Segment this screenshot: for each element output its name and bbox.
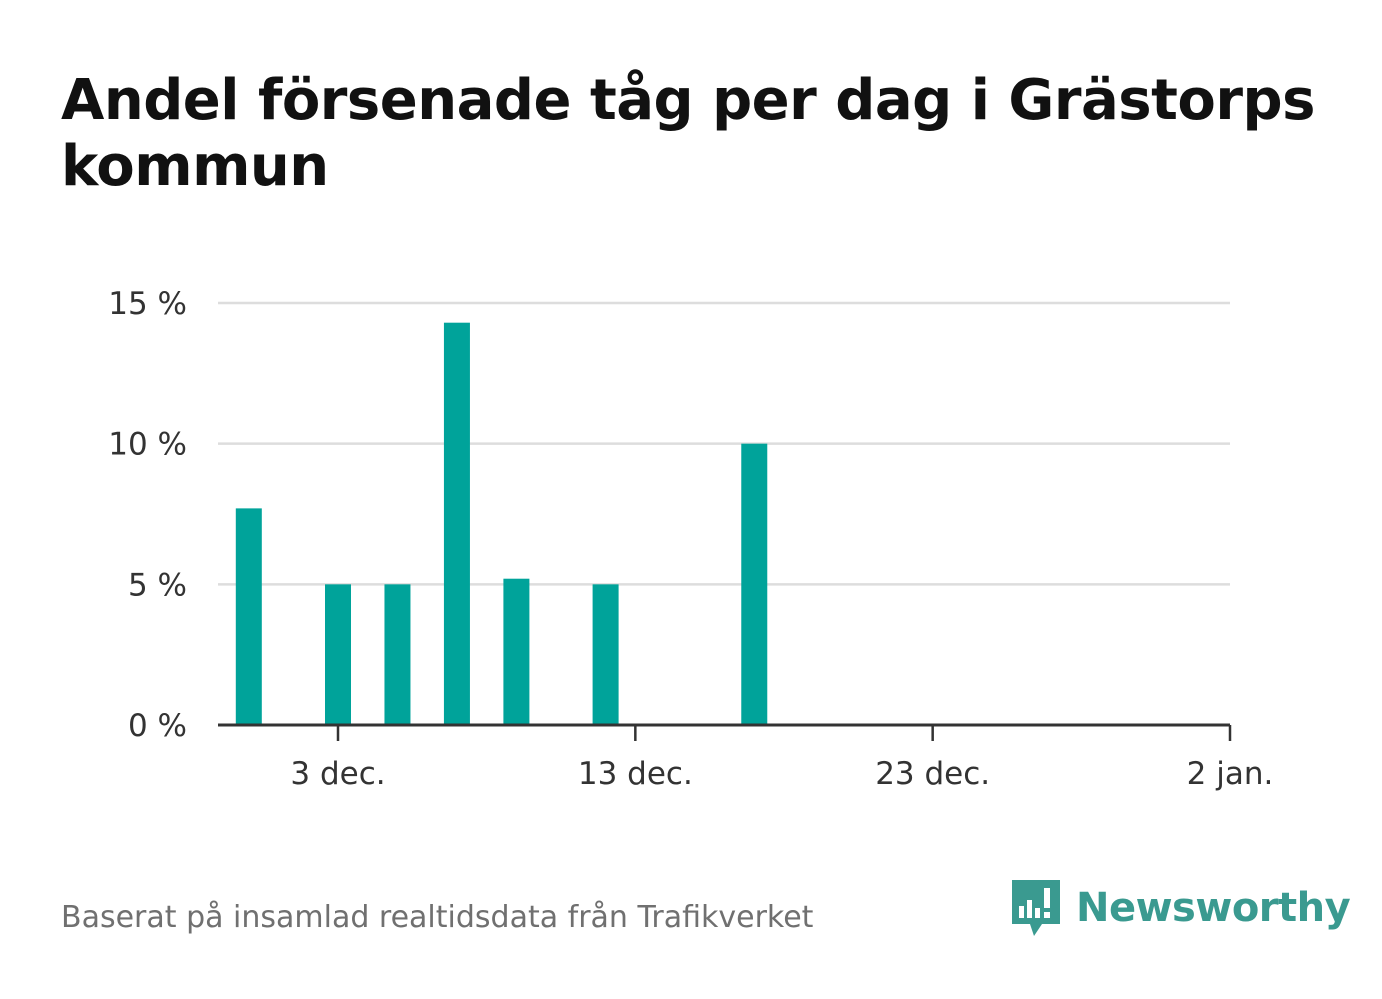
grid-lines [218, 301, 1230, 586]
bar [325, 584, 351, 725]
bar [592, 584, 619, 725]
source-note: Baserat på insamlad realtidsdata från Tr… [61, 900, 814, 935]
x-tick-label: 3 dec. [290, 756, 385, 792]
newsworthy-logo-icon [1012, 880, 1060, 936]
x-axis [218, 723, 1232, 741]
chart-title: Andel försenade tåg per dag i Grästorps … [61, 68, 1315, 199]
brand-logo[interactable]: Newsworthy [1010, 878, 1351, 938]
x-tick-label: 2 jan. [1187, 756, 1274, 792]
bar [443, 322, 470, 725]
bar [503, 578, 530, 725]
bar [235, 508, 262, 725]
y-tick-label: 10 % [108, 427, 187, 463]
brand-name: Newsworthy [1076, 885, 1351, 931]
bar [741, 443, 768, 725]
y-tick-label: 15 % [108, 286, 187, 322]
y-axis-tick-labels: 0 % 5 % 10 % 15 % [108, 286, 187, 744]
y-tick-label: 0 % [128, 708, 187, 744]
x-tick-label: 23 dec. [875, 756, 990, 792]
bars [235, 322, 768, 725]
y-tick-label: 5 % [128, 567, 187, 603]
bar [384, 584, 411, 725]
x-axis-tick-labels: 3 dec. 13 dec. 23 dec. 2 jan. [290, 756, 1273, 792]
x-tick-label: 13 dec. [578, 756, 693, 792]
